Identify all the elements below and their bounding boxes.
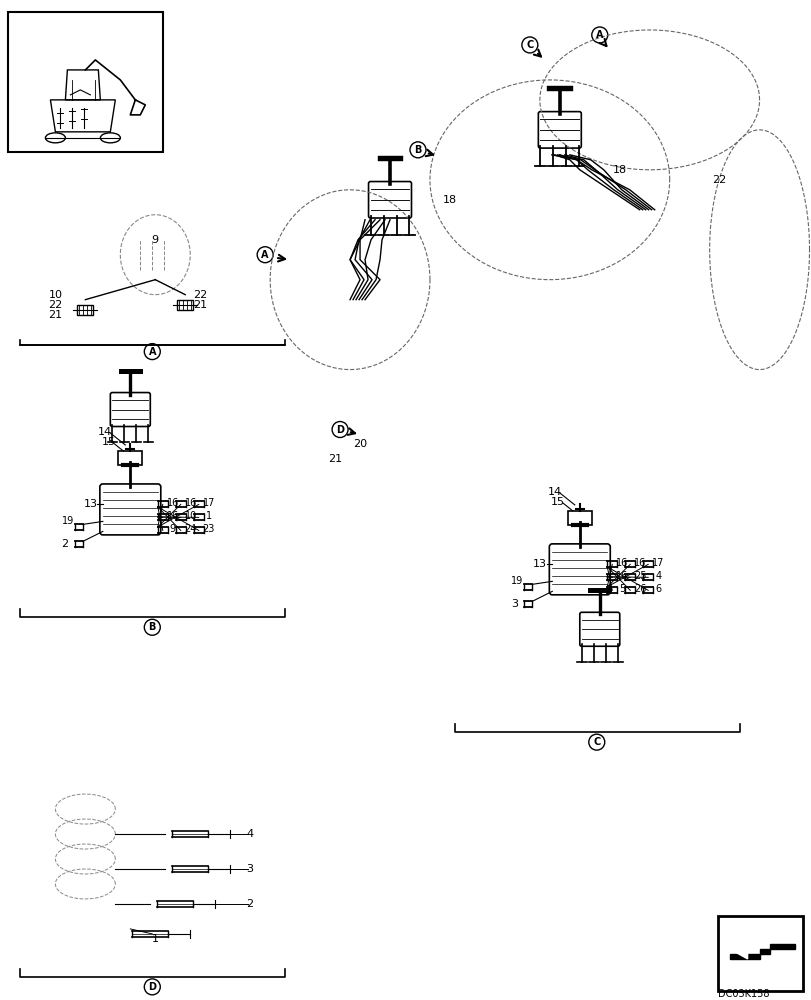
Text: 22: 22 [193, 290, 207, 300]
Text: 10: 10 [184, 511, 196, 521]
Text: D: D [148, 982, 156, 992]
Bar [118, 451, 142, 465]
Text: DC03K158: DC03K158 [717, 989, 768, 999]
Text: 4: 4 [247, 829, 253, 839]
Text: 19: 19 [511, 576, 523, 586]
Text: 22: 22 [711, 175, 726, 185]
Text: 21: 21 [49, 310, 62, 320]
Text: 9: 9 [169, 524, 176, 534]
Text: 14: 14 [547, 487, 561, 497]
Text: 13: 13 [84, 499, 97, 509]
Text: 18: 18 [612, 165, 626, 175]
Text: C: C [526, 40, 533, 50]
Text: 15: 15 [550, 497, 564, 507]
Text: 3: 3 [247, 864, 253, 874]
Polygon shape [729, 939, 747, 959]
Text: 17: 17 [202, 498, 215, 508]
Text: 21: 21 [328, 454, 341, 464]
Text: 21: 21 [193, 300, 207, 310]
Text: D: D [336, 425, 344, 435]
Text: A: A [148, 347, 156, 357]
Text: 14: 14 [98, 427, 112, 437]
Text: 16: 16 [616, 558, 628, 568]
Text: 16: 16 [633, 558, 646, 568]
Text: 2: 2 [247, 899, 253, 909]
Text: 4: 4 [654, 571, 660, 581]
Bar [177, 300, 193, 310]
Text: 15: 15 [101, 437, 115, 447]
Text: B: B [148, 622, 156, 632]
Text: 5: 5 [618, 584, 624, 594]
Text: A: A [261, 250, 268, 260]
Bar [77, 305, 93, 315]
Text: 22: 22 [48, 300, 62, 310]
Text: 6: 6 [654, 584, 660, 594]
Text: 25: 25 [633, 571, 646, 581]
Text: 26: 26 [633, 584, 646, 594]
Text: 17: 17 [651, 558, 663, 568]
Text: 16: 16 [184, 498, 196, 508]
Text: 23: 23 [202, 524, 215, 534]
Text: 1: 1 [205, 511, 212, 521]
Text: 9: 9 [152, 235, 159, 245]
Text: 2: 2 [62, 539, 68, 549]
Text: 16: 16 [616, 571, 628, 581]
Bar [717, 916, 801, 991]
Text: 18: 18 [442, 195, 457, 205]
Text: 3: 3 [510, 599, 517, 609]
Text: A: A [595, 30, 603, 40]
Text: 10: 10 [49, 290, 62, 300]
Text: 1: 1 [152, 934, 159, 944]
Text: 24: 24 [184, 524, 197, 534]
Text: B: B [414, 145, 421, 155]
Text: 16: 16 [166, 498, 178, 508]
Text: C: C [592, 737, 599, 747]
Text: 13: 13 [532, 559, 546, 569]
Bar [567, 511, 591, 525]
Text: 20: 20 [353, 439, 367, 449]
Text: 16: 16 [166, 511, 178, 521]
Text: 19: 19 [62, 516, 74, 526]
Polygon shape [729, 944, 794, 959]
Bar [8, 12, 163, 152]
